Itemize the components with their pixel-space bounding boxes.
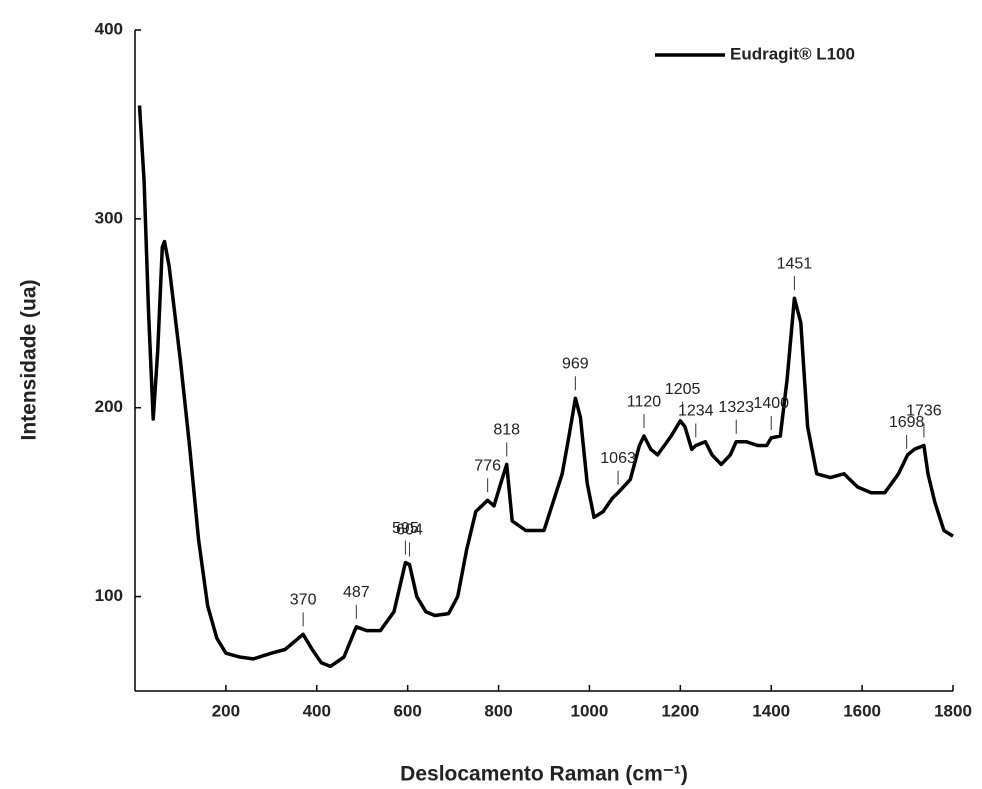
x-tick-label: 1000 (571, 701, 609, 720)
series-line (137, 105, 954, 669)
annotation: 776 (474, 457, 501, 474)
y-tick-label: 400 (95, 19, 123, 38)
annotation: 1234 (678, 403, 714, 420)
annotation: 370 (290, 592, 317, 609)
y-tick-label: 300 (95, 208, 123, 227)
annotation: 1698 (889, 414, 925, 431)
x-tick-label: 1400 (752, 701, 790, 720)
x-tick-label: 400 (303, 701, 331, 720)
y-axis-label: Intensidade (ua) (18, 279, 41, 440)
x-tick-label: 600 (393, 701, 421, 720)
annotation: 1451 (777, 255, 813, 272)
x-tick-label: 1200 (661, 701, 699, 720)
legend-label: Eudragit® L100 (730, 44, 855, 63)
annotation: 1120 (627, 393, 662, 410)
annotation: 1400 (753, 395, 789, 412)
x-tick-label: 1600 (843, 701, 881, 720)
y-tick-label: 100 (95, 586, 123, 605)
annotation: 604 (396, 522, 423, 539)
annotation: 1063 (600, 450, 636, 467)
annotation: 595 (392, 520, 419, 537)
annotation: 487 (343, 584, 370, 601)
x-axis-label: Deslocamento Raman (cm⁻¹) (400, 763, 688, 786)
x-tick-label: 800 (484, 701, 512, 720)
annotation: 1205 (665, 381, 701, 398)
y-tick-label: 200 (95, 397, 123, 416)
annotation: 1736 (906, 403, 942, 420)
x-tick-label: 200 (212, 701, 240, 720)
annotation: 818 (493, 422, 520, 439)
annotation: 969 (562, 355, 589, 372)
x-tick-label: 1800 (934, 701, 972, 720)
annotation: 1323 (718, 399, 754, 416)
